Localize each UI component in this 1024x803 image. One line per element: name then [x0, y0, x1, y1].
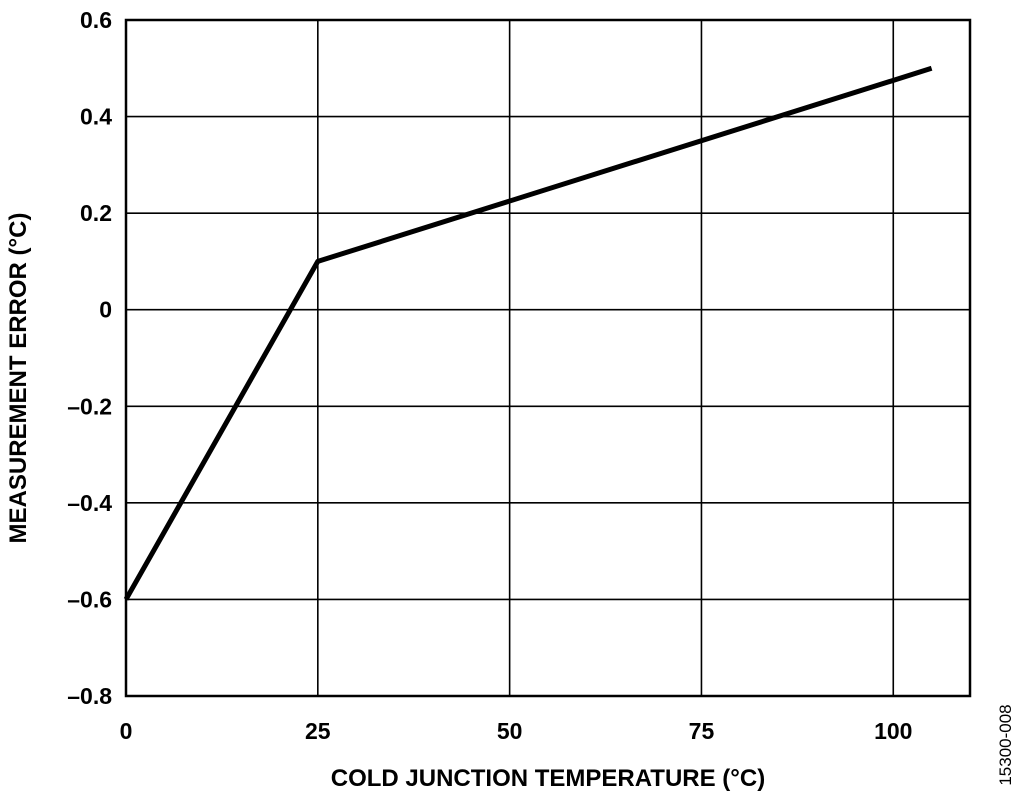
x-tick-label: 50: [497, 718, 523, 744]
x-axis-label: COLD JUNCTION TEMPERATURE (°C): [331, 765, 765, 792]
plot-frame: [124, 18, 972, 698]
x-tick-label: 0: [120, 718, 133, 744]
x-tick-labels: 0 25 50 75 100: [120, 718, 913, 744]
y-tick-label: –0.4: [67, 490, 112, 516]
series-line: [123, 65, 933, 601]
y-tick-label: 0.2: [80, 200, 112, 226]
y-tick-label: –0.8: [67, 683, 112, 709]
y-tick-label: 0.4: [80, 104, 112, 130]
x-tick-label: 25: [305, 718, 331, 744]
y-axis-label: MEASUREMENT ERROR (°C): [5, 213, 32, 544]
x-tick-label: 75: [689, 718, 715, 744]
grid: [126, 20, 970, 696]
figure-id: 15300-008: [996, 704, 1015, 785]
y-tick-label: –0.2: [67, 393, 112, 419]
y-tick-label: 0.6: [80, 7, 112, 33]
y-tick-label: 0: [99, 297, 112, 323]
series: [123, 65, 933, 601]
x-tick-label: 100: [874, 718, 912, 744]
y-tick-labels: 0.6 0.4 0.2 0 –0.2 –0.4 –0.6 –0.8: [67, 7, 112, 709]
y-tick-label: –0.6: [67, 586, 112, 612]
